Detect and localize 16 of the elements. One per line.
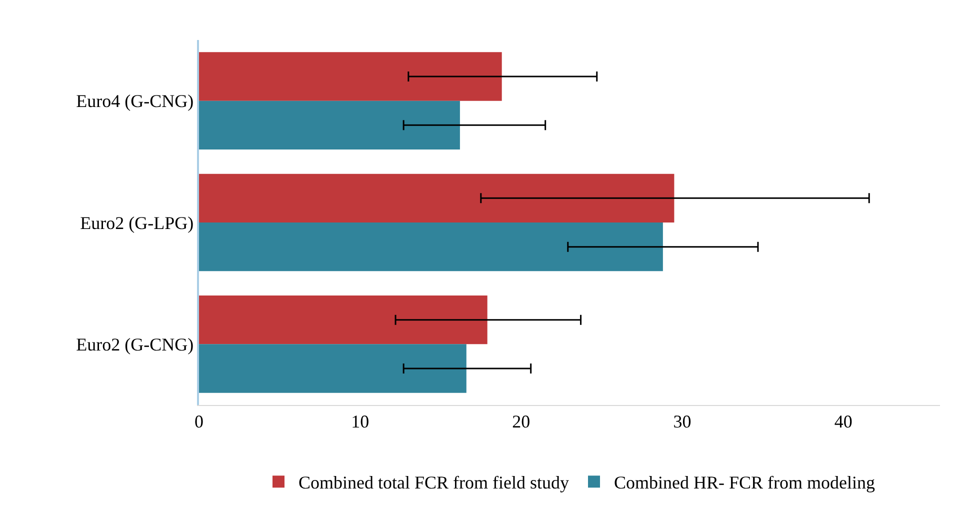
x-tick-label: 30 xyxy=(673,412,692,432)
bar xyxy=(199,222,663,272)
x-tick-label: 40 xyxy=(834,412,852,432)
y-tick-label: Euro2 (G-LPG) xyxy=(80,212,194,233)
y-tick-label: Euro4 (G-CNG) xyxy=(76,91,194,112)
legend-label: Combined HR- FCR from modeling xyxy=(614,472,875,493)
bar xyxy=(199,52,502,101)
x-tick-label: 10 xyxy=(351,412,370,432)
y-tick-label: Euro2 (G-CNG) xyxy=(76,334,194,354)
bar xyxy=(199,344,466,393)
x-tick-label: 20 xyxy=(512,412,530,432)
bar xyxy=(199,100,460,150)
bar xyxy=(199,174,674,222)
x-tick-label: 0 xyxy=(194,412,204,432)
bar xyxy=(199,296,488,344)
legend-label: Combined total FCR from field study xyxy=(298,472,569,493)
